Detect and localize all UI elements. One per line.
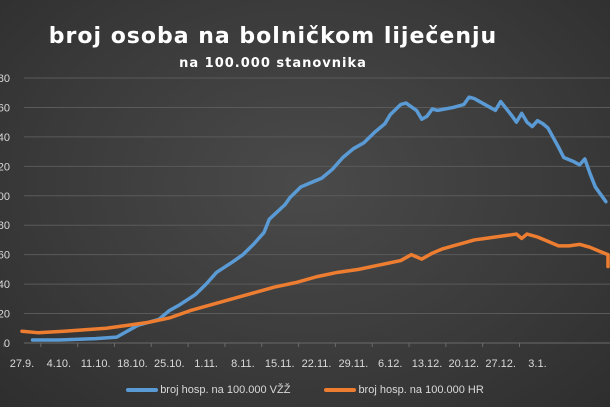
x-tick-label: 3.1. <box>528 358 546 370</box>
x-tick-label: 25.10. <box>154 358 185 370</box>
x-tick-label: 6.12. <box>378 358 402 370</box>
x-tick-label: 1.11. <box>194 358 218 370</box>
legend-swatch-blue <box>126 388 159 392</box>
y-tick-label: 0 <box>4 338 10 350</box>
chart-subtitle: na 100.000 stanovnika <box>179 56 367 71</box>
x-tick-label: 27.9. <box>10 358 34 370</box>
legend: broj hosp. na 100.000 VŽŽ broj hosp. na … <box>0 384 610 396</box>
x-tick-label: 22.11. <box>302 358 332 370</box>
x-tick-label: 29.11. <box>338 358 368 370</box>
y-tick-label: 20 <box>0 161 10 173</box>
y-tick-label: 80 <box>0 73 10 85</box>
x-tick-label: 13.12. <box>412 358 443 370</box>
series-line-vzz <box>30 95 608 342</box>
series-line-hr <box>20 232 610 335</box>
legend-item-hr: broj hosp. na 100.000 HR <box>324 384 484 396</box>
legend-item-vzz: broj hosp. na 100.000 VŽŽ <box>126 384 290 396</box>
y-tick-label: 80 <box>0 220 10 232</box>
legend-label: broj hosp. na 100.000 HR <box>358 384 484 396</box>
y-tick-label: 60 <box>0 250 10 262</box>
x-tick-label: 8.11. <box>231 358 255 370</box>
x-tick-label: 11.10. <box>81 358 111 370</box>
legend-label: broj hosp. na 100.000 VŽŽ <box>160 384 291 396</box>
y-tick-label: 60 <box>0 102 10 114</box>
x-tick-label: 15.11. <box>265 358 295 370</box>
chart-title: broj osoba na bolničkom liječenju <box>48 24 498 49</box>
y-tick-label: 40 <box>0 132 10 144</box>
y-tick-label: 40 <box>0 279 10 291</box>
legend-swatch-orange <box>324 388 357 392</box>
x-tick-label: 4.10. <box>47 358 71 370</box>
x-tick-label: 18.10. <box>117 358 148 370</box>
x-tick-label: 20.12. <box>449 358 480 370</box>
y-tick-label: 00 <box>0 191 10 203</box>
x-tick-label: 27.12. <box>485 358 516 370</box>
y-tick-label: 20 <box>0 309 10 321</box>
